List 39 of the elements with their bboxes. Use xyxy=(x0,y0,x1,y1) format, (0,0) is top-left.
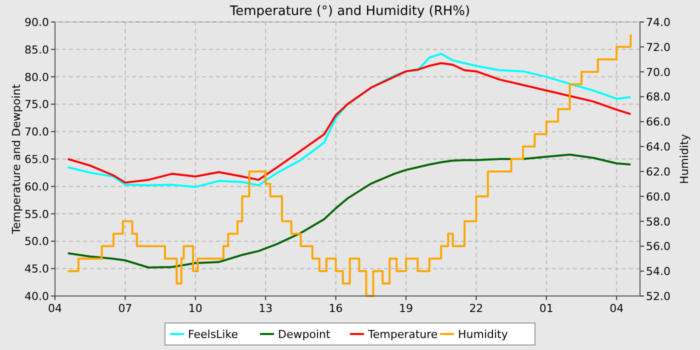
y-tick-label: 75.0 xyxy=(24,98,49,112)
y-tick-label: 70.0 xyxy=(24,126,49,139)
y-tick-label: 45.0 xyxy=(24,262,49,276)
y2-tick-label: 72.0 xyxy=(646,40,670,54)
y2-tick-label: 56.0 xyxy=(646,240,670,254)
y2-tick-label: 74.0 xyxy=(646,16,670,29)
y-axis-title: Temperature and Dewpoint xyxy=(10,83,23,235)
y-tick-label: 85.0 xyxy=(24,43,49,56)
y2-tick-label: 62.0 xyxy=(646,165,670,178)
x-tick-label: 07 xyxy=(118,302,132,315)
y2-axis-title: Humidity xyxy=(678,134,691,184)
legend-label: FeelsLike xyxy=(188,328,238,341)
y2-tick-label: 66.0 xyxy=(646,116,670,129)
y2-tick-label: 54.0 xyxy=(646,265,670,278)
x-tick-label: 04 xyxy=(48,302,62,315)
y2-tick-label: 68.0 xyxy=(646,90,670,104)
legend-label: Dewpoint xyxy=(278,328,331,341)
y-tick-label: 55.0 xyxy=(24,208,49,221)
x-tick-label: 13 xyxy=(258,302,273,315)
x-tick-label: 19 xyxy=(399,302,413,315)
legend-label: Humidity xyxy=(458,328,508,341)
y-tick-label: 40.0 xyxy=(24,290,49,303)
y-tick-label: 90.0 xyxy=(24,16,49,29)
y-tick-label: 50.0 xyxy=(24,235,49,248)
y2-tick-label: 60.0 xyxy=(646,190,670,204)
chart-title: Temperature (°) and Humidity (RH%) xyxy=(228,4,470,19)
y-tick-label: 80.0 xyxy=(24,70,49,84)
x-tick-label: 22 xyxy=(469,302,484,315)
legend-label: Temperature xyxy=(367,328,438,341)
y2-tick-label: 64.0 xyxy=(646,140,670,154)
y-tick-label: 65.0 xyxy=(24,153,49,166)
x-tick-label: 10 xyxy=(188,302,202,315)
y-tick-label: 60.0 xyxy=(24,180,49,194)
x-tick-label: 04 xyxy=(610,302,624,315)
y2-tick-label: 58.0 xyxy=(646,215,670,228)
x-tick-label: 01 xyxy=(539,302,554,315)
x-tick-label: 16 xyxy=(328,302,343,315)
y2-tick-label: 52.0 xyxy=(646,290,670,303)
y2-tick-label: 70.0 xyxy=(646,66,670,79)
